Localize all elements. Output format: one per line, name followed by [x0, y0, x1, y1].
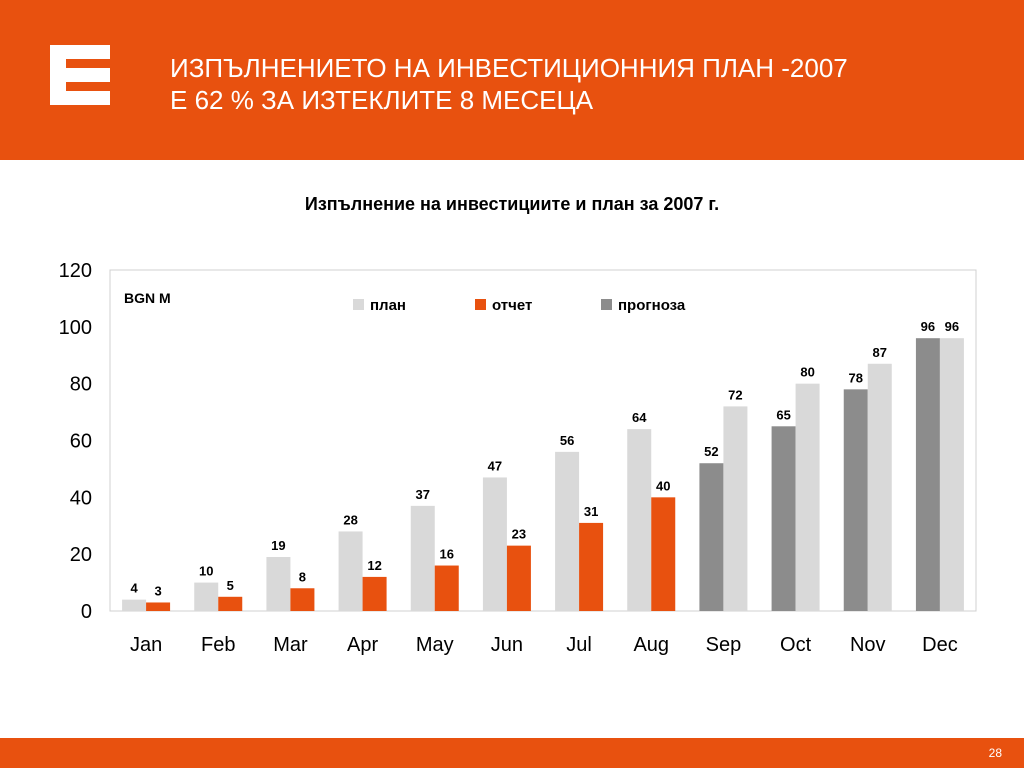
data-label: 5	[227, 578, 234, 593]
y-tick-label: 40	[70, 487, 92, 509]
bar-план	[266, 557, 291, 611]
data-label: 87	[873, 345, 887, 360]
x-tick-label: May	[416, 634, 454, 656]
bar-отчет	[579, 522, 604, 611]
y-tick-label: 20	[70, 544, 92, 566]
data-label: 40	[656, 478, 670, 493]
x-tick-label: Nov	[850, 634, 886, 656]
investment-bar-chart: 0 20 40 60 80 100 120 Jan 4 3 Feb 10 5 Mar 19 8 Apr 28 12 M…	[59, 260, 977, 656]
bar-отчет	[218, 596, 243, 611]
cez-logo-icon	[50, 45, 110, 105]
slide-title-line-2: Е 62 % ЗА ИЗТЕКЛИТЕ 8 МЕСЕЦА	[170, 85, 594, 115]
x-tick-label: Apr	[347, 634, 378, 656]
bar-отчет	[290, 588, 315, 611]
y-tick-label: 80	[70, 374, 92, 396]
footer-bar: 28	[0, 738, 1024, 768]
data-label: 64	[632, 410, 647, 425]
x-tick-label: Aug	[633, 634, 669, 656]
data-label: 19	[271, 538, 285, 553]
page-number: 28	[988, 746, 1002, 760]
bar-отчет	[362, 576, 387, 611]
legend-swatch	[475, 299, 486, 310]
data-label: 56	[560, 433, 574, 448]
bar-отчет	[146, 602, 171, 611]
bar-прогноза	[699, 463, 724, 611]
x-tick-label: Sep	[706, 634, 742, 656]
y-tick-label: 100	[59, 317, 92, 339]
slide-title: ИЗПЪЛНЕНИЕТО НА ИНВЕСТИЦИОННИЯ ПЛАН -200…	[170, 52, 848, 116]
bar-отчет	[434, 565, 459, 611]
y-tick-label: 0	[81, 601, 92, 623]
x-tick-label: Feb	[201, 634, 235, 656]
bar-отчет	[506, 545, 531, 611]
bar-план	[939, 338, 964, 611]
data-label: 4	[130, 581, 138, 596]
slide-title-line-1: ИЗПЪЛНЕНИЕТО НА ИНВЕСТИЦИОННИЯ ПЛАН -200…	[170, 53, 848, 83]
data-label: 10	[199, 564, 213, 579]
data-label: 47	[488, 458, 502, 473]
plot-area	[109, 269, 977, 612]
bar-прогноза	[843, 389, 868, 611]
bar-план	[627, 429, 652, 611]
data-label: 65	[776, 407, 790, 422]
x-tick-label: Mar	[273, 634, 308, 656]
y-tick-label: 60	[70, 431, 92, 453]
data-label: 78	[849, 370, 863, 385]
data-label: 16	[440, 547, 454, 562]
bar-план	[723, 406, 748, 611]
chart-title: Изпълнение на инвестициите и план за 200…	[304, 194, 720, 214]
data-label: 80	[800, 365, 814, 380]
data-label: 52	[704, 444, 718, 459]
data-label: 12	[367, 558, 381, 573]
data-label: 28	[343, 512, 357, 527]
data-label: 96	[945, 319, 959, 334]
legend-swatch	[353, 299, 364, 310]
bar-план	[410, 505, 435, 611]
legend-swatch	[601, 299, 612, 310]
y-tick-label: 120	[59, 260, 92, 282]
data-label: 3	[154, 583, 161, 598]
bar-план	[338, 531, 363, 611]
legend-label: прогноза	[618, 297, 686, 314]
bar-прогноза	[915, 338, 940, 611]
bar-план	[795, 383, 820, 611]
data-label: 96	[921, 319, 935, 334]
x-tick-label: Jul	[566, 634, 592, 656]
x-tick-label: Oct	[780, 634, 812, 656]
bar-отчет	[651, 497, 676, 611]
header-bar: ИЗПЪЛНЕНИЕТО НА ИНВЕСТИЦИОННИЯ ПЛАН -200…	[0, 0, 1024, 160]
data-label: 31	[584, 504, 598, 519]
bar-план	[482, 477, 507, 611]
bar-прогноза	[771, 426, 796, 611]
bar-план	[555, 451, 580, 611]
bar-план	[122, 599, 147, 611]
unit-label: BGN M	[124, 290, 171, 306]
legend-label: отчет	[492, 297, 532, 314]
bar-план	[194, 582, 219, 611]
bar-план	[867, 363, 892, 611]
x-tick-label: Jan	[130, 634, 162, 656]
data-label: 23	[512, 527, 526, 542]
data-label: 72	[728, 387, 742, 402]
data-label: 8	[299, 569, 306, 584]
x-tick-label: Dec	[922, 634, 958, 656]
data-label: 37	[416, 487, 430, 502]
x-tick-label: Jun	[491, 634, 523, 656]
legend-label: план	[370, 297, 406, 314]
